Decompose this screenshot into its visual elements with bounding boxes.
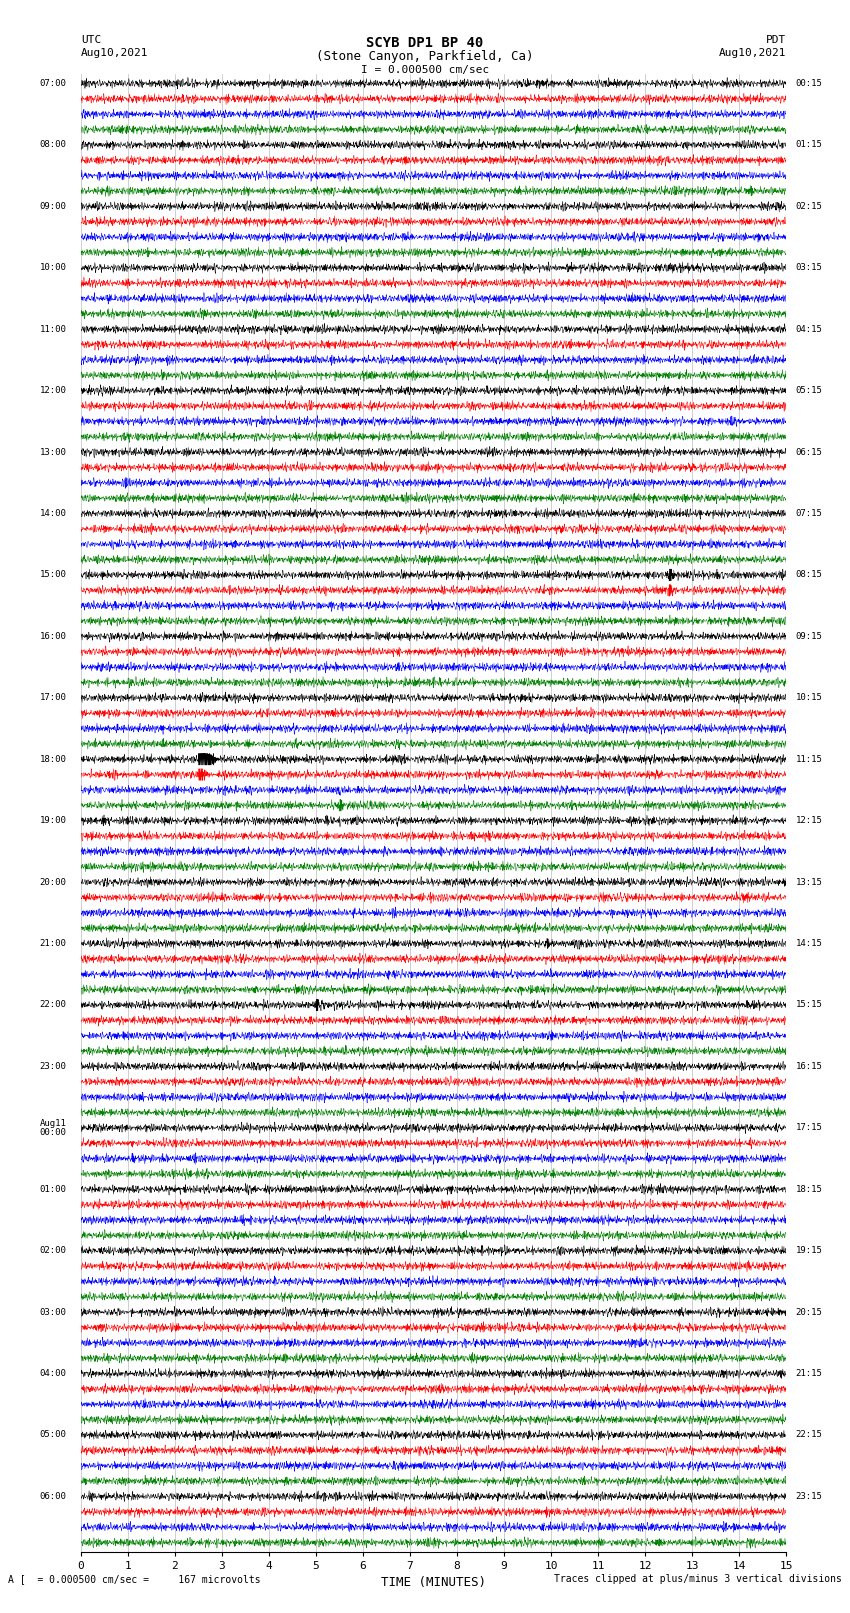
- Text: 08:00: 08:00: [40, 140, 66, 150]
- Text: 16:00: 16:00: [40, 632, 66, 640]
- Text: 01:15: 01:15: [796, 140, 823, 150]
- Text: I = 0.000500 cm/sec: I = 0.000500 cm/sec: [361, 65, 489, 74]
- Text: 16:15: 16:15: [796, 1061, 823, 1071]
- Text: 23:15: 23:15: [796, 1492, 823, 1502]
- Text: 17:00: 17:00: [40, 694, 66, 702]
- Text: 15:00: 15:00: [40, 571, 66, 579]
- Text: 03:00: 03:00: [40, 1308, 66, 1316]
- Text: 12:00: 12:00: [40, 386, 66, 395]
- Text: 08:15: 08:15: [796, 571, 823, 579]
- Text: 14:15: 14:15: [796, 939, 823, 948]
- Text: 23:00: 23:00: [40, 1061, 66, 1071]
- Text: 13:00: 13:00: [40, 447, 66, 456]
- Text: 09:00: 09:00: [40, 202, 66, 211]
- Text: Aug10,2021: Aug10,2021: [81, 48, 148, 58]
- Text: 07:00: 07:00: [40, 79, 66, 89]
- Text: 06:15: 06:15: [796, 447, 823, 456]
- Text: 04:15: 04:15: [796, 324, 823, 334]
- Text: 02:00: 02:00: [40, 1247, 66, 1255]
- X-axis label: TIME (MINUTES): TIME (MINUTES): [381, 1576, 486, 1589]
- Text: 22:00: 22:00: [40, 1000, 66, 1010]
- Text: 02:15: 02:15: [796, 202, 823, 211]
- Text: 00:00: 00:00: [40, 1127, 66, 1137]
- Text: 14:00: 14:00: [40, 510, 66, 518]
- Text: A [  = 0.000500 cm/sec =     167 microvolts: A [ = 0.000500 cm/sec = 167 microvolts: [8, 1574, 261, 1584]
- Text: 15:15: 15:15: [796, 1000, 823, 1010]
- Text: 00:15: 00:15: [796, 79, 823, 89]
- Text: 18:00: 18:00: [40, 755, 66, 763]
- Text: 13:15: 13:15: [796, 877, 823, 887]
- Text: UTC: UTC: [81, 35, 101, 45]
- Text: Traces clipped at plus/minus 3 vertical divisions: Traces clipped at plus/minus 3 vertical …: [553, 1574, 842, 1584]
- Text: 20:15: 20:15: [796, 1308, 823, 1316]
- Text: 11:15: 11:15: [796, 755, 823, 763]
- Text: 10:00: 10:00: [40, 263, 66, 273]
- Text: 19:15: 19:15: [796, 1247, 823, 1255]
- Text: 01:00: 01:00: [40, 1184, 66, 1194]
- Text: Aug10,2021: Aug10,2021: [719, 48, 786, 58]
- Text: 19:00: 19:00: [40, 816, 66, 826]
- Text: (Stone Canyon, Parkfield, Ca): (Stone Canyon, Parkfield, Ca): [316, 50, 534, 63]
- Text: 18:15: 18:15: [796, 1184, 823, 1194]
- Text: SCYB DP1 BP 40: SCYB DP1 BP 40: [366, 37, 484, 50]
- Text: 04:00: 04:00: [40, 1369, 66, 1378]
- Text: 17:15: 17:15: [796, 1123, 823, 1132]
- Text: 10:15: 10:15: [796, 694, 823, 702]
- Text: 21:15: 21:15: [796, 1369, 823, 1378]
- Text: 05:00: 05:00: [40, 1431, 66, 1439]
- Text: 09:15: 09:15: [796, 632, 823, 640]
- Text: 22:15: 22:15: [796, 1431, 823, 1439]
- Text: 06:00: 06:00: [40, 1492, 66, 1502]
- Text: 05:15: 05:15: [796, 386, 823, 395]
- Text: 07:15: 07:15: [796, 510, 823, 518]
- Text: 12:15: 12:15: [796, 816, 823, 826]
- Text: 20:00: 20:00: [40, 877, 66, 887]
- Text: 21:00: 21:00: [40, 939, 66, 948]
- Text: 03:15: 03:15: [796, 263, 823, 273]
- Text: Aug11: Aug11: [40, 1119, 66, 1127]
- Text: 11:00: 11:00: [40, 324, 66, 334]
- Text: PDT: PDT: [766, 35, 786, 45]
